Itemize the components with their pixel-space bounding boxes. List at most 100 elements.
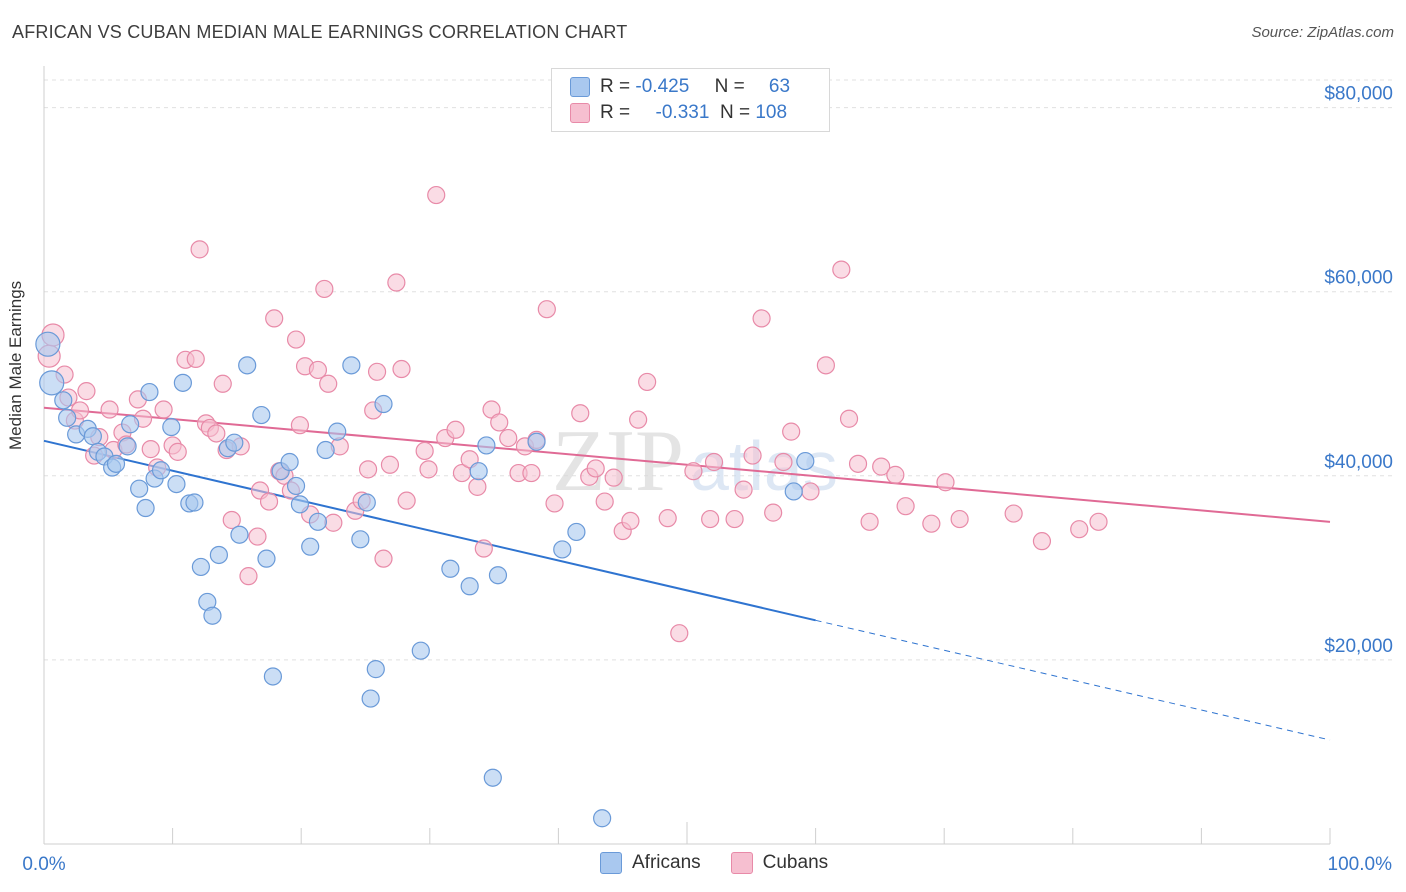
point-africans: [460, 577, 479, 596]
point-africans: [191, 557, 210, 577]
point-cubans: [213, 374, 232, 393]
point-africans: [784, 482, 803, 501]
point-africans: [35, 331, 61, 357]
point-cubans: [586, 459, 605, 478]
point-cubans: [499, 428, 518, 448]
point-cubans: [704, 452, 724, 472]
point-africans: [411, 641, 430, 660]
point-cubans: [1070, 520, 1089, 539]
point-cubans: [848, 454, 868, 473]
point-cubans: [319, 374, 338, 393]
point-africans: [477, 436, 496, 455]
point-cubans: [936, 473, 955, 492]
point-africans: [54, 391, 73, 410]
point-africans: [290, 495, 310, 514]
n-value: 63: [768, 76, 791, 97]
point-cubans: [839, 409, 859, 428]
point-africans: [209, 545, 228, 565]
point-africans: [230, 525, 249, 544]
point-cubans: [595, 492, 614, 511]
point-africans: [301, 537, 320, 556]
axes: [43, 66, 1331, 845]
point-cubans: [490, 413, 509, 432]
n-value: 108: [755, 102, 788, 123]
point-cubans: [100, 400, 119, 419]
point-africans: [263, 667, 283, 686]
point-cubans: [315, 279, 334, 299]
point-cubans: [816, 356, 835, 375]
point-africans: [366, 660, 385, 679]
point-cubans: [537, 300, 556, 319]
point-cubans: [743, 446, 762, 465]
r-value: -0.331: [655, 102, 710, 123]
points-cubans: [37, 185, 1108, 643]
point-cubans: [474, 539, 493, 558]
point-cubans: [141, 440, 160, 459]
point-africans: [308, 512, 328, 531]
point-cubans: [545, 494, 564, 513]
point-cubans: [392, 359, 411, 379]
r-label: R =: [600, 102, 631, 123]
point-cubans: [922, 514, 941, 533]
r-value: -0.425: [635, 76, 690, 97]
y-tick-label: $60,000: [1324, 268, 1393, 289]
legend-item-cubans: Cubans: [730, 852, 828, 874]
legend-row-africans: R = -0.425 N = 63: [570, 75, 790, 99]
trend-line-africans: [43, 439, 1331, 741]
watermark-text: ZIP: [552, 413, 684, 510]
point-cubans: [168, 442, 187, 461]
trend-line-solid: [43, 406, 1331, 523]
legend-row-cubans: R = -0.331 N = 108: [570, 101, 789, 125]
point-africans: [58, 408, 77, 427]
point-africans: [185, 493, 204, 512]
point-cubans: [522, 463, 541, 483]
point-cubans: [886, 465, 905, 484]
source-label: Source: ZipAtlas.com: [1251, 24, 1394, 41]
point-cubans: [782, 422, 801, 441]
legend-label-africans: Africans: [632, 852, 701, 873]
point-cubans: [222, 510, 241, 530]
point-cubans: [1032, 532, 1052, 551]
point-cubans: [419, 460, 438, 479]
point-cubans: [248, 527, 267, 546]
point-cubans: [621, 511, 640, 531]
chart-title: AFRICAN VS CUBAN MEDIAN MALE EARNINGS CO…: [12, 22, 628, 42]
point-africans: [130, 479, 149, 498]
point-cubans: [358, 460, 378, 479]
point-africans: [553, 540, 572, 559]
africans-swatch: [570, 77, 590, 97]
point-cubans: [286, 330, 306, 349]
point-cubans: [290, 416, 310, 435]
point-cubans: [860, 512, 879, 531]
point-cubans: [397, 491, 416, 510]
point-cubans: [670, 624, 689, 643]
point-cubans: [734, 480, 753, 499]
legend-item-africans: Africans: [600, 852, 701, 874]
point-africans: [527, 432, 546, 451]
point-africans: [238, 356, 257, 375]
point-africans: [257, 549, 276, 568]
point-cubans: [604, 468, 623, 487]
correlation-legend: R = -0.425 N = 63 R = -0.331 N = 108: [551, 68, 830, 132]
trend-line-cubans: [43, 406, 1331, 523]
point-cubans: [374, 549, 393, 568]
point-africans: [351, 530, 370, 549]
point-africans: [483, 768, 502, 787]
point-cubans: [658, 509, 677, 528]
point-africans: [225, 433, 244, 452]
point-africans: [593, 809, 612, 828]
point-cubans: [380, 455, 400, 474]
point-cubans: [1089, 512, 1108, 531]
point-cubans: [324, 513, 343, 532]
point-africans: [167, 474, 186, 494]
point-cubans: [801, 482, 820, 501]
point-cubans: [684, 462, 703, 481]
cubans-swatch: [730, 852, 753, 874]
n-label: N =: [714, 76, 745, 97]
watermark: ZIP atlas: [552, 413, 838, 510]
point-cubans: [259, 492, 279, 511]
point-cubans: [571, 404, 590, 423]
point-africans: [151, 461, 171, 480]
point-africans: [252, 405, 271, 425]
